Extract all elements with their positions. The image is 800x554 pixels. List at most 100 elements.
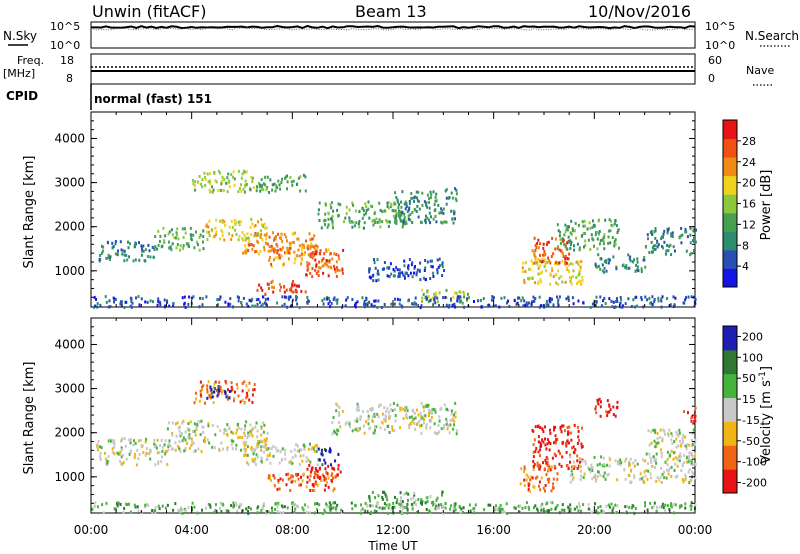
data-pixel (230, 504, 233, 507)
data-pixel (276, 251, 279, 255)
data-pixel (689, 504, 692, 508)
data-pixel (161, 504, 164, 508)
data-pixel (694, 476, 697, 480)
data-pixel (393, 505, 396, 509)
data-pixel (272, 258, 275, 262)
data-pixel (569, 239, 572, 243)
data-pixel (264, 292, 267, 296)
data-pixel (441, 209, 443, 213)
data-pixel (607, 261, 610, 265)
data-pixel (425, 214, 427, 218)
data-pixel (289, 459, 292, 463)
data-pixel (667, 472, 670, 476)
data-pixel (581, 220, 584, 224)
data-pixel (570, 431, 573, 435)
data-pixel (237, 299, 240, 303)
data-pixel (204, 401, 206, 405)
data-pixel (574, 221, 577, 225)
data-pixel (256, 429, 259, 433)
data-pixel (245, 420, 248, 424)
data-pixel (237, 394, 240, 398)
data-pixel (613, 222, 616, 226)
data-pixel (549, 501, 552, 505)
data-pixel (596, 237, 599, 241)
data-pixel (236, 423, 239, 427)
data-pixel (421, 416, 424, 420)
data-pixel (332, 467, 335, 471)
data-pixel (188, 433, 191, 436)
data-pixel (542, 259, 545, 263)
data-pixel (548, 509, 551, 513)
data-pixel (171, 433, 174, 437)
data-pixel (651, 232, 654, 236)
data-pixel (417, 190, 420, 194)
data-pixel (260, 457, 263, 461)
data-pixel (390, 302, 393, 306)
data-pixel (413, 200, 415, 203)
data-pixel (423, 405, 426, 409)
data-pixel (245, 396, 248, 400)
data-pixel (667, 432, 670, 436)
data-pixel (322, 264, 325, 268)
data-pixel (561, 237, 564, 241)
colorbar-tick-label: -100 (742, 456, 767, 469)
data-pixel (605, 410, 608, 414)
data-pixel (654, 236, 657, 240)
data-pixel (256, 185, 258, 189)
data-pixel (652, 455, 655, 459)
data-pixel (316, 247, 319, 251)
data-pixel (453, 302, 456, 306)
data-pixel (333, 267, 336, 271)
data-pixel (244, 238, 247, 242)
data-pixel (270, 447, 273, 450)
data-pixel (286, 305, 289, 309)
data-pixel (691, 455, 694, 459)
data-pixel (434, 410, 437, 414)
data-pixel (231, 388, 234, 392)
data-pixel (420, 423, 423, 427)
data-pixel (395, 266, 398, 269)
data-pixel (694, 462, 697, 466)
data-pixel (558, 295, 561, 299)
data-pixel (144, 248, 147, 252)
data-pixel (577, 223, 580, 227)
data-pixel (424, 221, 427, 225)
data-pixel (271, 246, 274, 250)
data-pixel (685, 296, 687, 300)
data-pixel (164, 234, 167, 238)
data-pixel (559, 426, 562, 429)
data-pixel (631, 260, 634, 264)
data-pixel (195, 397, 197, 401)
data-pixel (433, 203, 436, 207)
data-pixel (628, 506, 631, 509)
data-pixel (173, 236, 176, 240)
data-pixel (399, 501, 402, 505)
data-pixel (306, 300, 309, 304)
data-pixel (430, 265, 433, 268)
data-pixel (577, 429, 580, 433)
data-pixel (377, 415, 380, 419)
data-pixel (394, 419, 397, 423)
data-pixel (645, 469, 648, 472)
data-pixel (376, 502, 379, 506)
data-pixel (422, 293, 425, 296)
data-pixel (557, 303, 560, 307)
data-pixel (295, 284, 298, 288)
data-pixel (374, 496, 376, 500)
data-pixel (354, 209, 357, 213)
data-pixel (144, 300, 147, 304)
data-pixel (684, 227, 687, 231)
data-pixel (630, 506, 633, 510)
data-pixel (234, 222, 237, 226)
data-pixel (270, 280, 273, 284)
data-pixel (395, 211, 398, 215)
data-pixel (539, 488, 542, 492)
data-pixel (676, 464, 679, 468)
data-pixel (383, 506, 386, 510)
data-pixel (415, 271, 418, 275)
data-pixel (611, 224, 614, 228)
data-pixel (299, 483, 302, 487)
data-pixel (336, 298, 339, 302)
data-pixel (695, 228, 697, 232)
data-pixel (242, 296, 245, 300)
